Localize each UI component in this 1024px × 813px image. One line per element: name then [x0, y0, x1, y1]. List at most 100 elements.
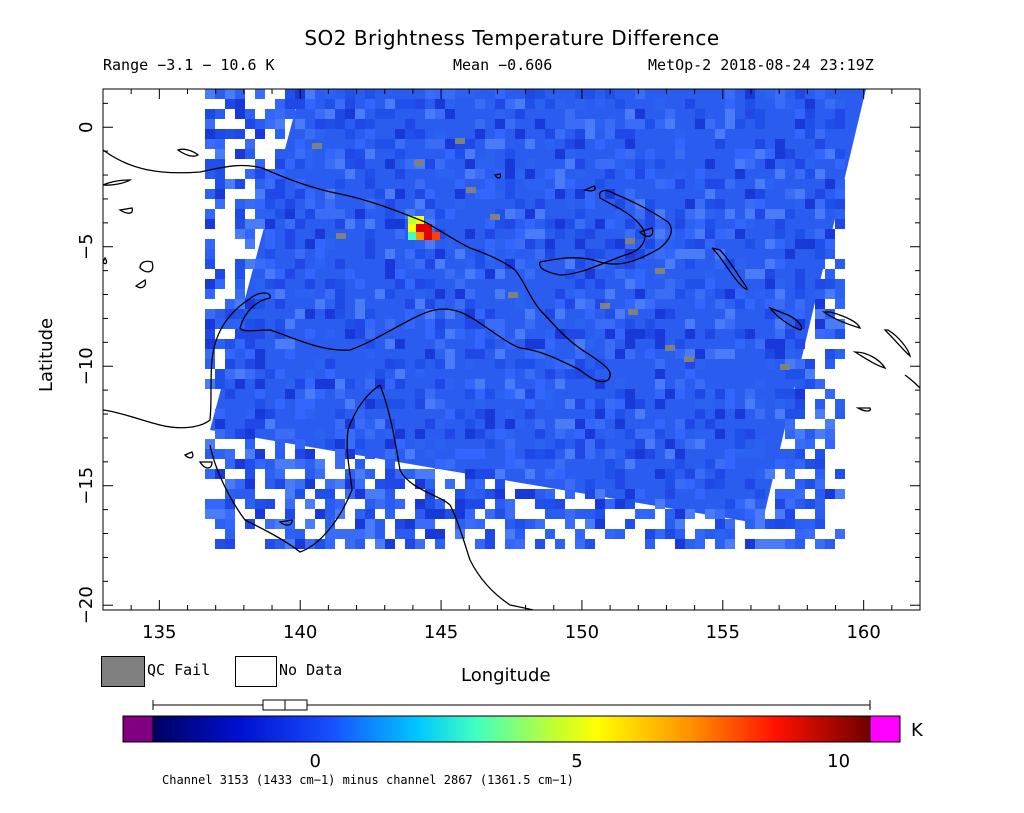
swath-pixel — [635, 299, 645, 309]
swath-pixel — [695, 409, 705, 419]
swath-pixel — [795, 269, 805, 279]
swath-pixel — [325, 529, 335, 539]
swath-pixel — [765, 349, 775, 359]
swath-pixel — [375, 269, 385, 279]
swath-pixel — [815, 319, 825, 329]
swath-pixel — [525, 339, 535, 349]
swath-pixel — [505, 379, 515, 389]
swath-pixel — [245, 429, 255, 439]
swath-pixel — [375, 139, 385, 149]
swath-pixel — [605, 219, 615, 229]
swath-pixel — [525, 99, 535, 109]
swath-pixel — [315, 469, 325, 479]
swath-pixel — [795, 529, 805, 539]
swath-pixel — [715, 409, 725, 419]
swath-pixel — [375, 479, 385, 489]
swath-pixel — [355, 519, 365, 529]
swath-pixel — [395, 89, 405, 99]
hotspot-pixel — [432, 232, 440, 240]
swath-pixel — [615, 159, 625, 169]
swath-pixel — [265, 119, 275, 129]
swath-pixel — [265, 289, 275, 299]
swath-pixel — [625, 429, 635, 439]
swath-pixel — [305, 499, 315, 509]
swath-pixel — [255, 409, 265, 419]
swath-pixel — [795, 359, 805, 369]
swath-pixel — [355, 319, 365, 329]
swath-pixel — [215, 449, 225, 459]
swath-pixel — [365, 249, 375, 259]
swath-pixel — [505, 439, 515, 449]
swath-pixel — [745, 399, 755, 409]
swath-pixel — [795, 539, 805, 549]
swath-pixel — [335, 379, 345, 389]
swath-pixel — [385, 109, 395, 119]
swath-pixel — [295, 219, 305, 229]
swath-pixel — [635, 439, 645, 449]
swath-pixel — [525, 229, 535, 239]
swath-pixel — [625, 219, 635, 229]
swath-pixel — [765, 119, 775, 129]
swath-pixel — [555, 309, 565, 319]
swath-pixel — [205, 219, 215, 229]
swath-pixel — [555, 139, 565, 149]
swath-pixel — [395, 219, 405, 229]
swath-pixel — [375, 239, 385, 249]
swath-pixel — [235, 219, 245, 229]
swath-pixel — [245, 149, 255, 159]
swath-pixel — [345, 379, 355, 389]
swath-pixel — [765, 209, 775, 219]
swath-pixel — [815, 229, 825, 239]
swath-pixel — [535, 339, 545, 349]
swath-pixel — [245, 459, 255, 469]
swath-pixel — [785, 539, 795, 549]
swath-pixel — [755, 489, 765, 499]
swath-pixel — [465, 159, 475, 169]
swath-pixel — [735, 289, 745, 299]
swath-pixel — [265, 169, 275, 179]
swath-pixel — [625, 329, 635, 339]
swath-pixel — [405, 249, 415, 259]
swath-pixel — [235, 309, 245, 319]
colorbar: 0 5 10 — [122, 699, 901, 772]
swath-pixel — [255, 389, 265, 399]
swath-pixel — [225, 349, 235, 359]
swath-pixel — [495, 99, 505, 109]
swath-pixel — [775, 89, 785, 99]
swath-pixel — [745, 109, 755, 119]
swath-pixel — [525, 469, 535, 479]
swath-pixel — [495, 439, 505, 449]
swath-pixel — [375, 399, 385, 409]
swath-pixel — [505, 449, 515, 459]
swath-pixel — [545, 509, 555, 519]
swath-pixel — [435, 339, 445, 349]
swath-pixel — [325, 89, 335, 99]
swath-pixel — [585, 399, 595, 409]
swath-pixel — [275, 399, 285, 409]
swath-pixel — [315, 229, 325, 239]
swath-pixel — [285, 389, 295, 399]
swath-pixel — [545, 449, 555, 459]
swath-pixel — [465, 139, 475, 149]
swath-pixel — [795, 489, 805, 499]
swath-pixel — [395, 439, 405, 449]
swath-pixel — [685, 249, 695, 259]
swath-pixel — [215, 499, 225, 509]
swath-pixel — [655, 159, 665, 169]
swath-pixel — [465, 89, 475, 99]
swath-pixel — [475, 249, 485, 259]
swath-pixel — [715, 129, 725, 139]
swath-pixel — [485, 309, 495, 319]
swath-pixel — [525, 179, 535, 189]
swath-pixel — [345, 439, 355, 449]
swath-pixel — [375, 189, 385, 199]
swath-pixel — [565, 139, 575, 149]
swath-pixel — [565, 259, 575, 269]
swath-pixel — [735, 259, 745, 269]
swath-pixel — [825, 239, 835, 249]
swath-pixel — [305, 469, 315, 479]
swath-pixel — [645, 529, 655, 539]
swath-pixel — [255, 329, 265, 339]
swath-pixel — [715, 269, 725, 279]
swath-pixel — [835, 189, 845, 199]
